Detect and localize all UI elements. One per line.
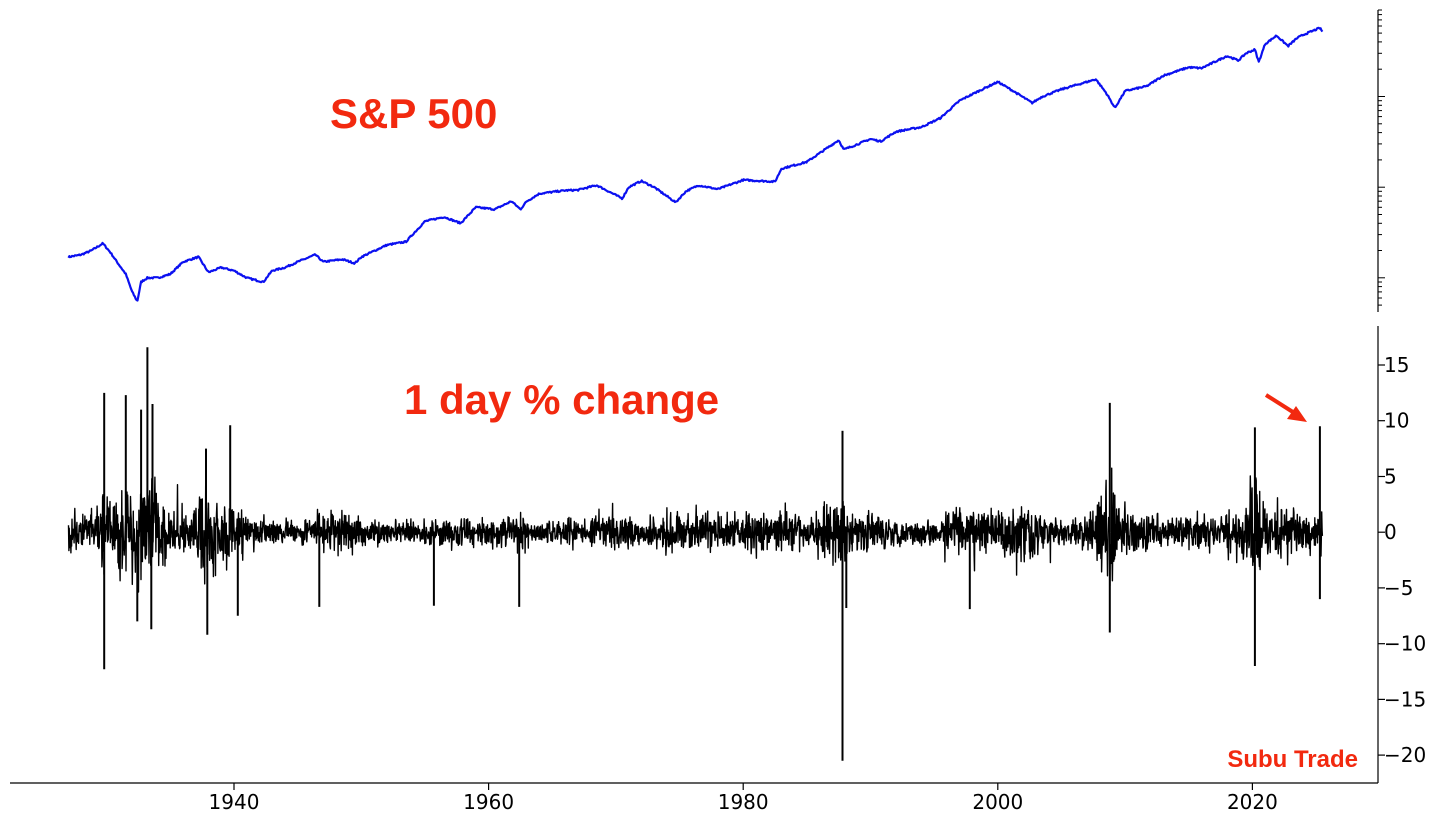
sp500-price-panel: S&P 500	[67, 9, 1385, 312]
sp500-annotation: S&P 500	[330, 90, 497, 137]
daily-change-annotation: 1 day % change	[404, 376, 719, 423]
sp500-price-line	[67, 26, 1324, 302]
watermark: Subu Trade	[1227, 746, 1358, 773]
x-tick-label: 1980	[718, 790, 769, 814]
y-tick-label: 10	[1384, 409, 1409, 433]
x-tick-label: 2000	[972, 790, 1023, 814]
daily-change-line	[67, 467, 1324, 593]
daily-change-panel: 15 10 5 0 −5 −10 −15 −20 1940 1960 1980 2000 2020 1…	[10, 326, 1426, 814]
x-tick-label: 1940	[209, 790, 260, 814]
y-tick-label: −15	[1384, 687, 1426, 711]
y-tick-label: 5	[1384, 465, 1397, 489]
x-tick-label: 2020	[1227, 790, 1278, 814]
y-tick-label: −5	[1384, 576, 1413, 600]
y-tick-label: 15	[1384, 353, 1409, 377]
daily-change-spikes	[103, 347, 1321, 761]
x-axis-ticks: 1940 1960 1980 2000 2020	[209, 783, 1278, 814]
y-tick-label: −10	[1384, 632, 1426, 656]
y-axis-ticks: 15 10 5 0 −5 −10 −15 −20	[1378, 353, 1426, 767]
top-log-ticks	[1378, 9, 1385, 306]
x-tick-label: 1960	[463, 790, 514, 814]
y-tick-label: −20	[1384, 743, 1426, 767]
y-tick-label: 0	[1384, 520, 1397, 544]
arrow-icon	[1264, 393, 1307, 422]
